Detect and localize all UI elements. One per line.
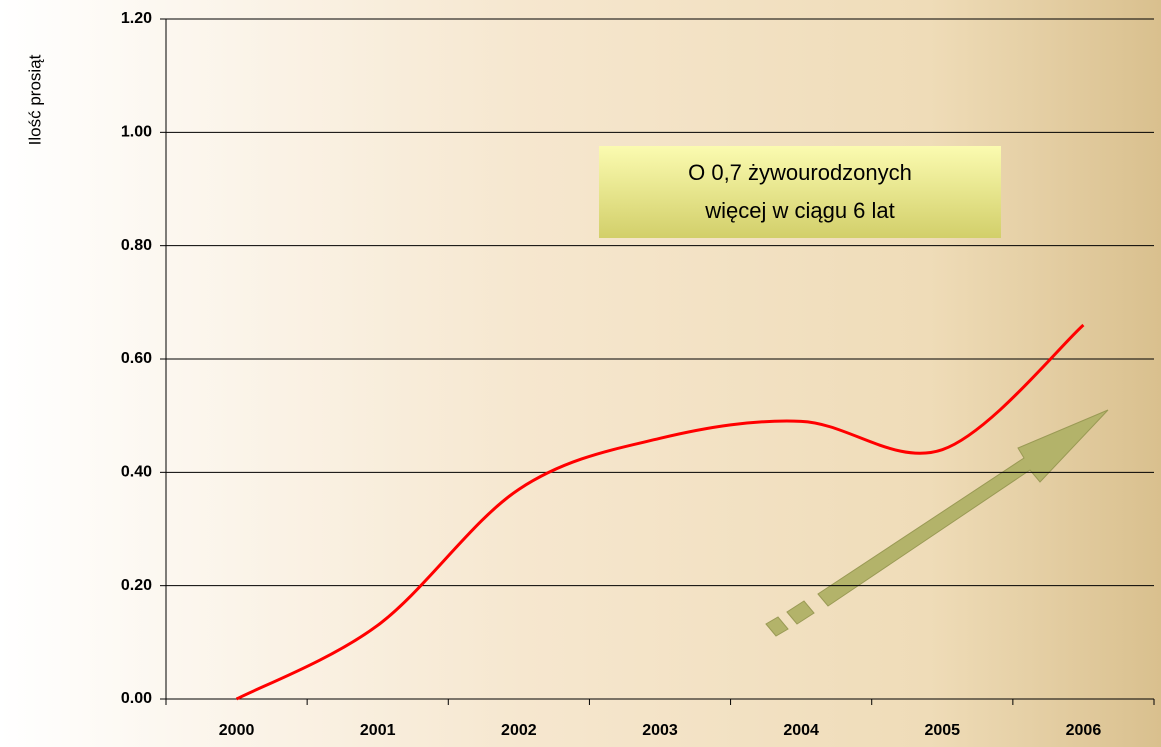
y-tick-label: 0.00 — [121, 690, 152, 707]
x-tick-label: 2005 — [924, 722, 960, 739]
annotation-line: więcej w ciągu 6 lat — [704, 198, 895, 223]
x-tick-label: 2001 — [360, 722, 396, 739]
y-tick-label: 0.60 — [121, 350, 152, 367]
y-tick-label: 0.40 — [121, 464, 152, 481]
y-tick-label: 0.80 — [121, 237, 152, 254]
x-tick-label: 2003 — [642, 722, 678, 739]
annotation-line: O 0,7 żywourodzonych — [688, 160, 912, 185]
y-tick-label: 1.00 — [121, 124, 152, 141]
y-tick-label: 0.20 — [121, 577, 152, 594]
chart: O 0,7 żywourodzonych więcej w ciągu 6 la… — [0, 0, 1161, 747]
x-tick-label: 2004 — [783, 722, 819, 739]
background — [0, 0, 1161, 747]
x-tick-label: 2002 — [501, 722, 537, 739]
x-tick-label: 2006 — [1066, 722, 1102, 739]
y-tick-label: 1.20 — [121, 10, 152, 27]
y-axis-label: Ilość prosiąt — [25, 54, 44, 145]
x-tick-label: 2000 — [219, 722, 255, 739]
